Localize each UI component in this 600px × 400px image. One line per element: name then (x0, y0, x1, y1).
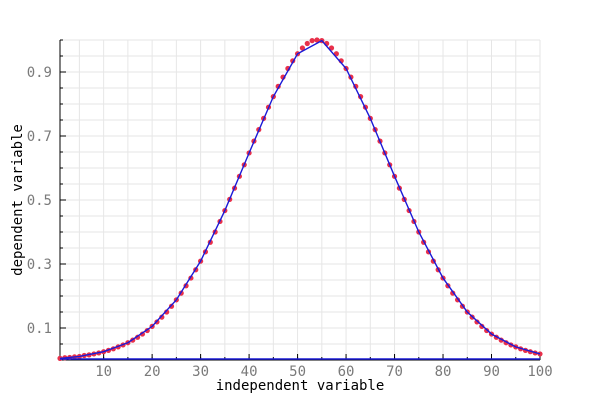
x-tick-label: 40 (241, 364, 258, 380)
x-tick-label: 70 (386, 364, 403, 380)
data-point (159, 314, 165, 320)
x-tick-label: 90 (483, 364, 500, 380)
data-point (164, 309, 170, 315)
y-tick-label: 0.1 (27, 321, 52, 337)
fit-line (59, 39, 541, 360)
x-tick-label: 30 (192, 364, 209, 380)
y-tick-label: 0.7 (27, 129, 52, 145)
x-tick-label: 100 (527, 364, 552, 380)
x-axis-title: independent variable (216, 378, 385, 394)
y-tick-label: 0.3 (27, 257, 52, 273)
data-point (474, 319, 480, 325)
data-point (299, 45, 306, 51)
data-point (304, 40, 310, 47)
x-tick-label: 80 (435, 364, 452, 380)
y-tick-label: 0.9 (27, 65, 52, 81)
data-point (309, 38, 315, 44)
plot-area (57, 37, 543, 361)
x-tick-label: 10 (95, 364, 112, 380)
grid (60, 39, 541, 360)
data-point (479, 323, 485, 329)
y-tick-label: 0.5 (27, 193, 52, 209)
ticks: 10 20 30 40 50 60 70 80 90 100 0.1 0.3 0.5 0.7 0.9 (27, 39, 553, 380)
x-tick-label: 60 (338, 364, 355, 380)
y-axis-title: dependent variable (10, 124, 26, 276)
data-point (314, 37, 320, 43)
x-tick-label: 20 (144, 364, 161, 380)
x-tick-label: 50 (289, 364, 306, 380)
